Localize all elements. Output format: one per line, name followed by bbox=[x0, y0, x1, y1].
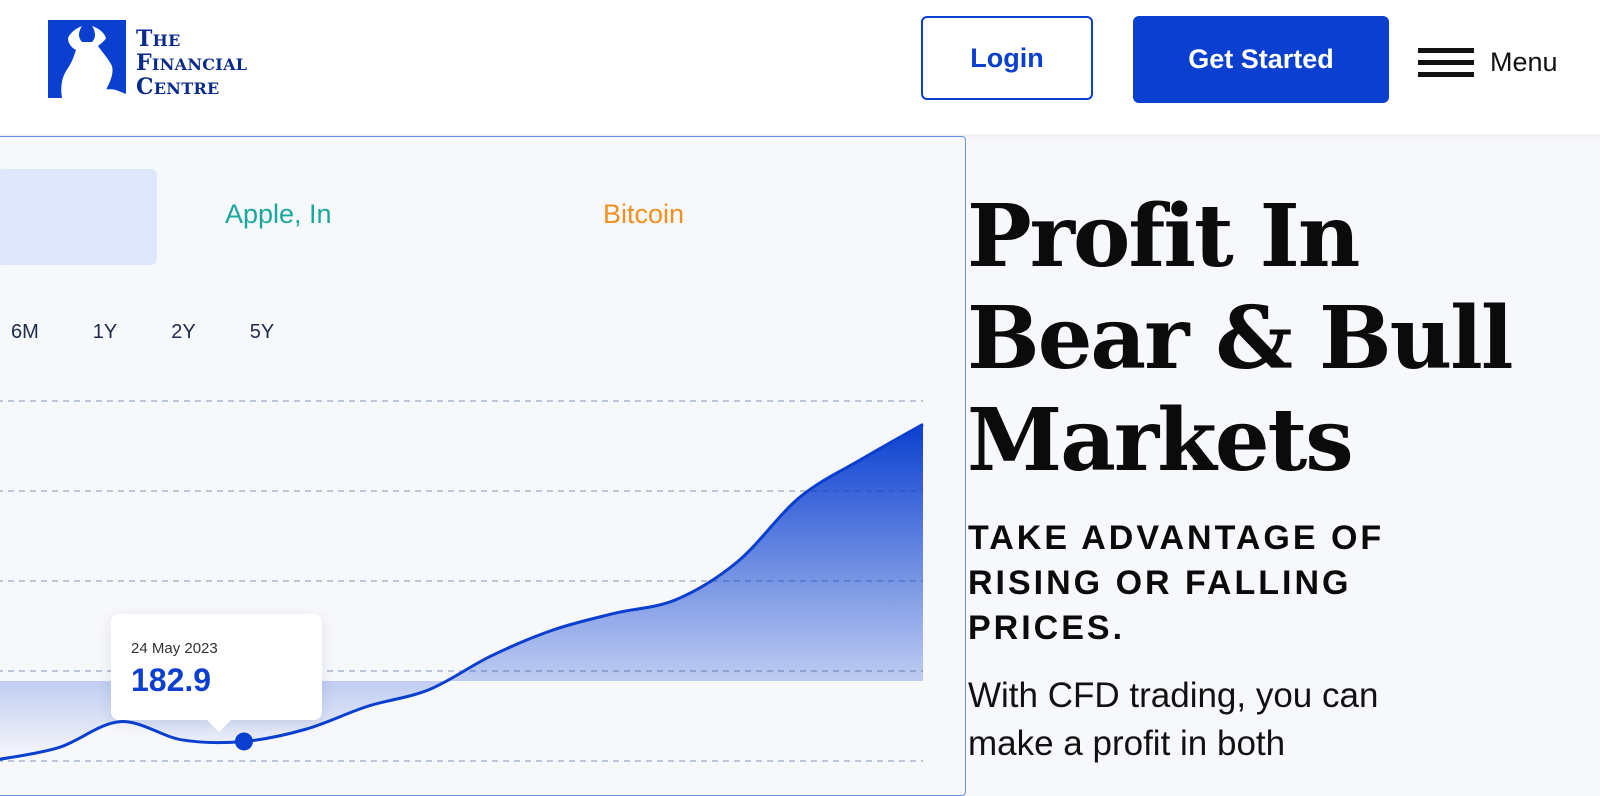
hero-body-line: make a profit in both bbox=[968, 724, 1286, 763]
hero-subtitle-line: TAKE ADVANTAGE OF bbox=[968, 519, 1385, 557]
brand-wordmark: THE FINANCIAL CENTRE bbox=[136, 26, 248, 100]
bull-logo-icon bbox=[48, 20, 126, 98]
hero-title-line: Profit In bbox=[967, 186, 1360, 287]
hero-subtitle-line: PRICES. bbox=[968, 609, 1126, 647]
series-area bbox=[0, 424, 923, 760]
hero-body-line: With CFD trading, you can bbox=[968, 676, 1379, 715]
range-2y[interactable]: 2Y bbox=[171, 321, 196, 343]
login-button[interactable]: Login bbox=[921, 16, 1093, 100]
range-5y[interactable]: 5Y bbox=[249, 321, 275, 343]
hero-subtitle-line: RISING OR FALLING bbox=[968, 564, 1352, 602]
menu-label: Menu bbox=[1490, 46, 1558, 77]
range-6m[interactable]: 6M bbox=[11, 321, 39, 343]
asset-tab-bitcoin[interactable]: Bitcoin bbox=[603, 199, 685, 229]
asset-tab-apple[interactable]: Apple, In bbox=[225, 199, 332, 229]
hero-title: Profit In Bear & Bull Markets bbox=[967, 186, 1587, 492]
series-line bbox=[0, 422, 924, 761]
chart-panel: Apple, In Bitcoin 6M 1Y 2Y 5Y 24 May 202… bbox=[0, 136, 966, 796]
hero-body: With CFD trading, you can make a profit … bbox=[968, 672, 1438, 768]
price-chart[interactable] bbox=[0, 367, 927, 787]
hero-title-line: Markets bbox=[967, 390, 1354, 491]
get-started-button[interactable]: Get Started bbox=[1133, 16, 1389, 103]
site-header: THE FINANCIAL CENTRE Login Get Started M… bbox=[0, 0, 1600, 134]
time-range-selector: 6M 1Y 2Y 5Y bbox=[11, 321, 328, 344]
hamburger-icon bbox=[1418, 45, 1474, 79]
hero-subtitle: TAKE ADVANTAGE OF RISING OR FALLING PRIC… bbox=[968, 516, 1408, 651]
tooltip-date: 24 May 2023 bbox=[131, 640, 218, 657]
menu-button[interactable]: Menu bbox=[1418, 42, 1558, 82]
tooltip-value: 182.9 bbox=[131, 662, 212, 698]
chart-tooltip: 24 May 2023 182.9 bbox=[111, 614, 322, 732]
asset-tab-active[interactable] bbox=[0, 169, 157, 265]
hero-title-line: Bear & Bull bbox=[967, 288, 1514, 389]
brand-logo[interactable]: THE FINANCIAL CENTRE bbox=[48, 20, 248, 100]
range-1y[interactable]: 1Y bbox=[92, 321, 118, 343]
selected-point-marker bbox=[234, 732, 253, 751]
